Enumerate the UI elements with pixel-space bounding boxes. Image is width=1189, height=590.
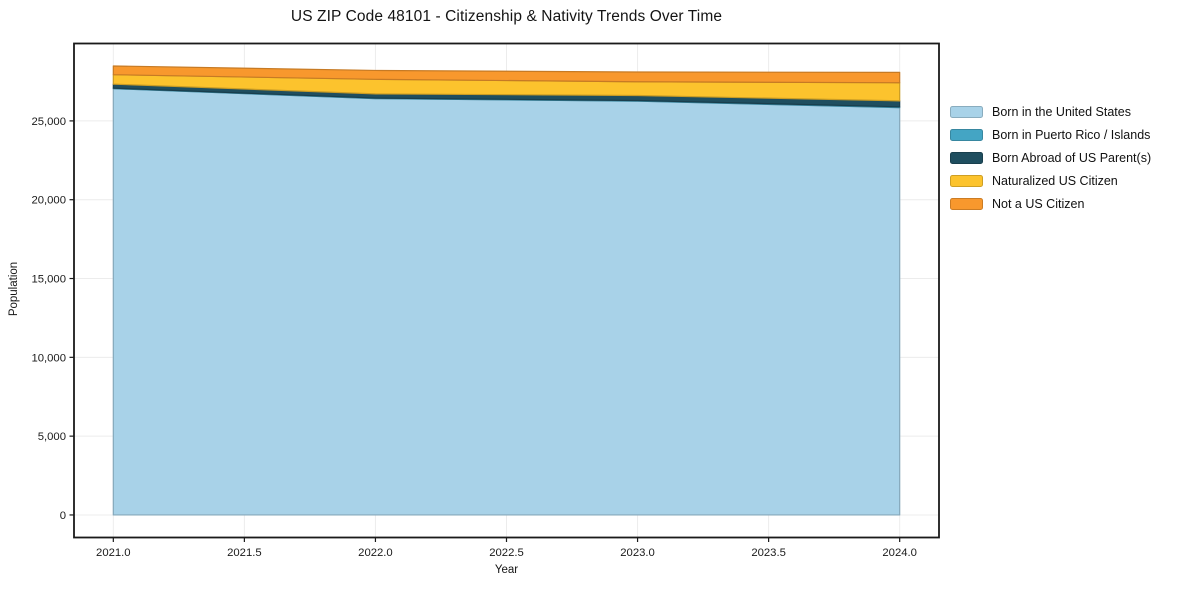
legend-swatch-icon — [950, 129, 983, 142]
legend-item: Born Abroad of US Parent(s) — [950, 152, 1151, 165]
y-tick-label: 0 — [60, 510, 66, 522]
legend-item: Born in Puerto Rico / Islands — [950, 129, 1151, 142]
y-tick-label: 15,000 — [31, 274, 66, 286]
area-series-0 — [112, 88, 901, 516]
legend-swatch-icon — [950, 198, 983, 211]
legend-swatch-icon — [950, 175, 983, 188]
y-tick-label: 5,000 — [38, 431, 66, 443]
x-tick-label: 2021.0 — [96, 547, 131, 559]
x-tick-label: 2023.0 — [620, 547, 655, 559]
x-tick-label: 2023.5 — [751, 547, 786, 559]
legend-label: Born Abroad of US Parent(s) — [992, 151, 1152, 165]
legend-label: Born in the United States — [992, 105, 1131, 119]
y-tick-label: 10,000 — [31, 352, 66, 364]
legend-swatch-icon — [950, 106, 983, 119]
area-series-4 — [112, 65, 901, 84]
x-tick-label: 2022.0 — [358, 547, 393, 559]
legend-swatch-icon — [950, 152, 983, 165]
legend: Born in the United States Born in Puerto … — [950, 106, 1151, 211]
chart-title: US ZIP Code 48101 - Citizenship & Nativi… — [290, 8, 723, 25]
legend-item: Not a US Citizen — [950, 198, 1151, 211]
x-tick-label: 2024.0 — [882, 547, 917, 559]
legend-item: Born in the United States — [950, 106, 1151, 119]
x-tick-label: 2022.5 — [489, 547, 524, 559]
legend-label: Naturalized US Citizen — [992, 174, 1118, 188]
legend-item: Naturalized US Citizen — [950, 175, 1151, 188]
legend-label: Not a US Citizen — [992, 197, 1085, 211]
legend-label: Born in Puerto Rico / Islands — [992, 128, 1151, 142]
y-axis-label: Population — [8, 261, 20, 317]
x-axis-label: Year — [494, 564, 519, 576]
y-tick-label: 25,000 — [31, 116, 66, 128]
x-tick-label: 2021.5 — [227, 547, 262, 559]
y-tick-label: 20,000 — [31, 195, 66, 207]
